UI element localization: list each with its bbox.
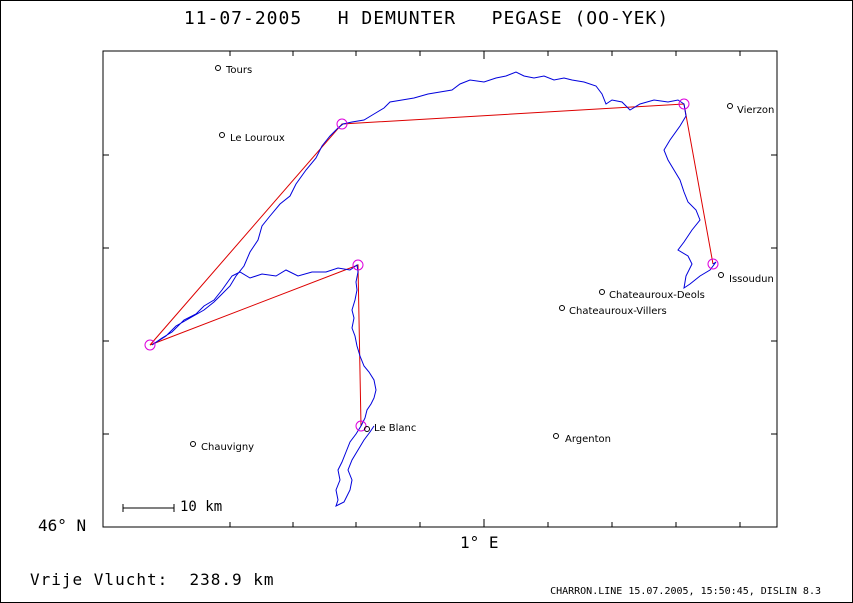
glider-name: PEGASE (OO-YEK) (491, 8, 670, 29)
page-title: 11-07-2005 H DEMUNTER PEGASE (OO-YEK) (0, 8, 853, 29)
pilot-name: H DEMUNTER (337, 8, 457, 29)
town-label-chateauroux-villers: Chateauroux-Villers (569, 306, 667, 317)
distance-value: 238.9 km (189, 570, 275, 589)
turnpoint-start (355, 420, 367, 432)
axis-ticks (103, 51, 777, 527)
flight-date: 11-07-2005 (183, 8, 303, 29)
turnpoints (144, 98, 719, 432)
town-label-argenton: Argenton (565, 434, 611, 445)
town-label-le-louroux: Le Louroux (230, 133, 285, 144)
distance-readout: Vrije Vlucht: 238.9 km (30, 570, 275, 589)
town-label-tours: Tours (226, 65, 253, 76)
town-marker-chauvigny (190, 441, 196, 447)
town-marker-argenton (553, 433, 559, 439)
turnpoint-3 (336, 118, 348, 130)
town-marker-le-louroux (219, 132, 225, 138)
turnpoint-1 (352, 259, 364, 271)
town-label-issoudun: Issoudun (729, 274, 774, 285)
footer-info: CHARRON.LINE 15.07.2005, 15:50:45, DISLI… (550, 586, 821, 597)
turnpoint-2 (144, 339, 156, 351)
town-label-chauvigny: Chauvigny (201, 442, 255, 453)
map-plot-area (102, 50, 778, 528)
town-marker-le-blanc (364, 426, 370, 432)
task-line (149, 103, 714, 427)
scale-bar (122, 504, 175, 512)
town-marker-vierzon (727, 103, 733, 109)
town-marker-tours (215, 65, 221, 71)
town-markers (190, 65, 733, 447)
scale-bar-label: 10 km (180, 499, 223, 515)
town-marker-chateauroux-villers (559, 305, 565, 311)
latitude-label: 46° N (38, 516, 87, 535)
town-label-chateauroux-deols: Chateauroux-Deols (609, 290, 705, 301)
flight-track-south (335, 425, 375, 507)
town-label-le-blanc: Le Blanc (374, 423, 417, 434)
town-label-vierzon: Vierzon (737, 105, 775, 116)
turnpoint-4 (678, 98, 690, 110)
town-marker-issoudun (718, 272, 724, 278)
distance-label: Vrije Vlucht: (30, 570, 169, 589)
longitude-label: 1° E (460, 533, 499, 552)
flight-track (151, 71, 717, 427)
turnpoint-finish (707, 258, 719, 270)
town-marker-chateauroux-deols (599, 289, 605, 295)
